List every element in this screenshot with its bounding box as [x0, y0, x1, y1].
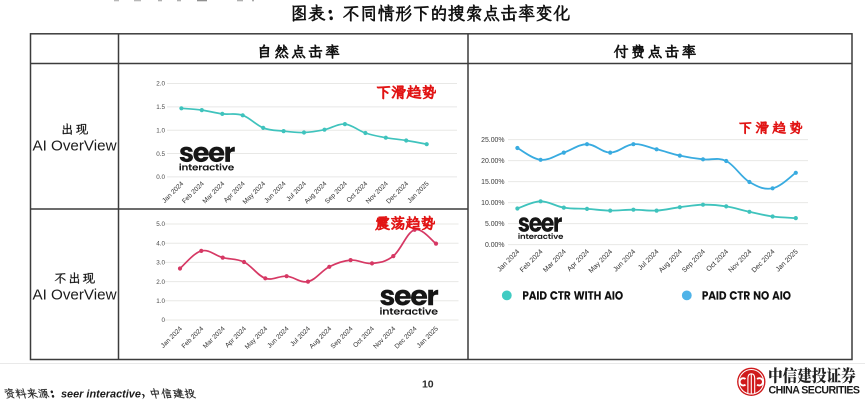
- svg-text:1.0: 1.0: [156, 127, 165, 134]
- svg-text:15.00%: 15.00%: [481, 179, 504, 186]
- svg-text:5.0: 5.0: [156, 221, 165, 228]
- svg-text:0.0: 0.0: [156, 174, 165, 181]
- svg-text:AI OverView: AI OverView: [32, 287, 116, 304]
- svg-text:CHINA SECURITIES: CHINA SECURITIES: [769, 384, 860, 396]
- svg-text:2.0: 2.0: [156, 81, 165, 88]
- svg-text:25.00%: 25.00%: [481, 137, 504, 144]
- svg-text:4.0: 4.0: [156, 240, 165, 247]
- svg-text:10: 10: [422, 379, 434, 391]
- svg-text:seer interactive: seer interactive: [61, 388, 141, 400]
- svg-text:1.5: 1.5: [156, 104, 165, 111]
- svg-text:1.0: 1.0: [156, 298, 165, 305]
- svg-text:0.00%: 0.00%: [485, 242, 505, 249]
- svg-text:0.5: 0.5: [156, 151, 165, 158]
- svg-text:5.00%: 5.00%: [485, 221, 505, 228]
- svg-text:3.0: 3.0: [156, 260, 165, 267]
- svg-text:10.00%: 10.00%: [481, 200, 504, 207]
- svg-text:0: 0: [161, 317, 165, 324]
- svg-text:2.0: 2.0: [156, 279, 165, 286]
- svg-text:20.00%: 20.00%: [481, 158, 504, 165]
- svg-text:AI OverView: AI OverView: [32, 138, 116, 155]
